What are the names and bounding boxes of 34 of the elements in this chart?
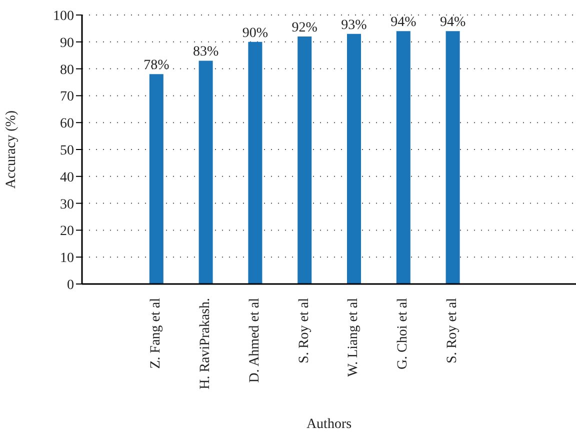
x-axis-title: Authors	[306, 417, 352, 432]
bar	[248, 42, 262, 284]
x-tick-label: Z. Fang et al	[148, 298, 164, 369]
x-tick-label: D. Ahmed et al	[247, 298, 262, 383]
data-label: 94%	[440, 15, 466, 30]
y-tick-label: 40	[60, 170, 74, 186]
data-label: 78%	[144, 58, 170, 74]
y-tick-label: 80	[60, 62, 74, 78]
y-axis-title: Accuracy (%)	[4, 110, 19, 189]
bar	[396, 31, 410, 284]
bar	[149, 74, 164, 284]
data-label: 94%	[390, 15, 417, 30]
x-tick-label: S. Roy et al	[445, 298, 460, 364]
bar	[347, 34, 361, 284]
y-tick-label: 10	[60, 251, 74, 266]
bar	[446, 31, 460, 284]
x-tick-label: W. Liang et al	[346, 298, 362, 377]
y-tick-label: 90	[60, 36, 74, 51]
y-tick-label: 30	[60, 197, 74, 212]
y-tick-label: 70	[60, 90, 74, 105]
y-tick-label: 50	[60, 143, 74, 158]
x-tick-label: H. RaviPrakash.	[198, 298, 213, 390]
x-tick-label: G. Choi et al	[396, 298, 411, 370]
data-label: 83%	[192, 44, 219, 60]
y-tick-label: 100	[53, 8, 74, 24]
data-label: 90%	[242, 26, 268, 41]
y-tick-label: 20	[60, 224, 74, 240]
y-tick-label: 0	[67, 278, 74, 293]
bar	[298, 36, 312, 284]
bar	[198, 60, 213, 284]
y-tick-label: 60	[60, 116, 74, 132]
x-tick-label: S. Roy et al	[296, 298, 312, 364]
data-label: 93%	[341, 18, 368, 33]
data-label: 92%	[292, 20, 318, 36]
